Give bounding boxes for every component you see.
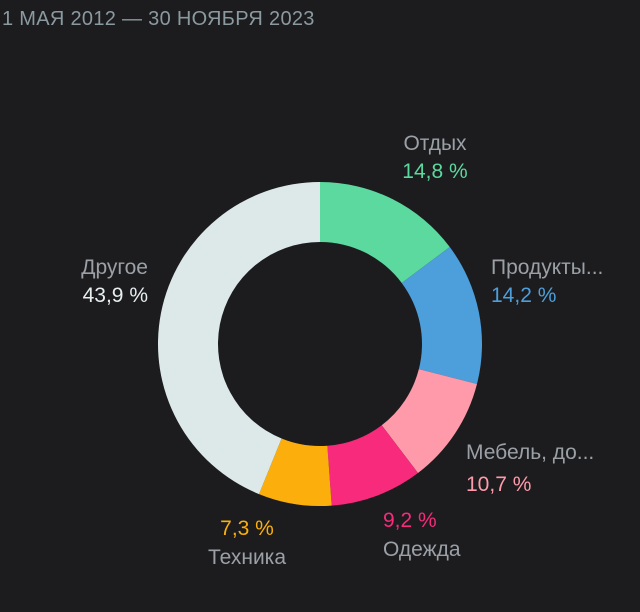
slice-label-1: Отдых (403, 132, 467, 155)
slice-percent-6: 43,9 % (83, 284, 148, 307)
donut-slice-3[interactable] (381, 369, 477, 473)
slice-percent-2: 14,2 % (491, 284, 556, 307)
donut-slice-2[interactable] (401, 247, 482, 385)
donut-slice-4[interactable] (327, 425, 418, 506)
donut-slice-5[interactable] (259, 438, 332, 507)
slice-label-5: Техника (208, 546, 286, 569)
slice-label-4: Одежда (383, 538, 461, 561)
slice-percent-5: 7,3 % (220, 517, 274, 540)
slice-percent-3: 10,7 % (466, 473, 531, 496)
donut-slice-1[interactable] (320, 182, 450, 283)
slice-label-6: Другое (81, 256, 148, 279)
slice-percent-4: 9,2 % (383, 509, 437, 532)
slice-label-3: Мебель, до... (466, 441, 594, 464)
donut-slice-6[interactable] (157, 182, 320, 495)
slice-percent-1: 14,8 % (402, 160, 467, 183)
date-range-label: 1 МАЯ 2012 — 30 НОЯБРЯ 2023 (2, 8, 315, 30)
slice-label-2: Продукты... (491, 256, 603, 279)
